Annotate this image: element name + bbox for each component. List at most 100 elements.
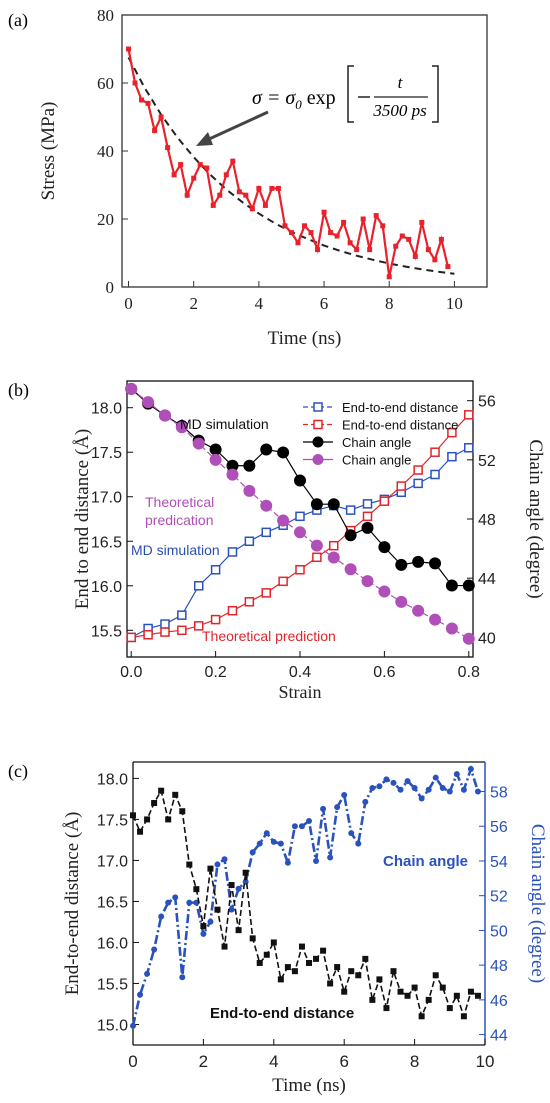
distance-point [186, 861, 193, 868]
stress-point [315, 247, 321, 253]
angle-md-series-point [395, 558, 408, 571]
angle-theory-series-point [260, 499, 273, 512]
distance-point [453, 992, 460, 999]
y-left-tick-label: 17.5 [91, 445, 122, 462]
x-tick-label: 0.2 [204, 664, 226, 681]
x-tick-label: 6 [339, 1052, 348, 1071]
angle-md-series-point [462, 579, 475, 592]
stress-point [236, 189, 242, 195]
y-right-tick-label: 50 [490, 923, 508, 940]
angle-md-series-point [294, 474, 306, 487]
legend-marker-2 [312, 436, 324, 448]
distance-point [327, 980, 334, 987]
angle-md-series-point [310, 498, 323, 511]
angle-md-series-point [327, 498, 340, 511]
stress-point [256, 185, 262, 191]
chain-angle-series-line [131, 764, 480, 1027]
angle-theory-series-point [327, 551, 340, 564]
stress-point [347, 240, 353, 246]
distance-point [320, 947, 327, 954]
distance-point [362, 955, 369, 962]
angle-theory-series-point [226, 468, 239, 481]
stress-point [425, 247, 431, 253]
chain-angle-point [439, 785, 446, 792]
chain-angle-point [130, 1022, 136, 1029]
x-tick-label: 2 [189, 294, 198, 313]
y-left-axis-title: End-to-end distance (Å) [62, 812, 83, 996]
distance-point [355, 972, 362, 979]
angle-theory-series-point [294, 526, 306, 539]
stress-point [334, 233, 340, 239]
distance-point [334, 964, 341, 971]
y-left-tick-label: 18.0 [91, 401, 122, 418]
chain-angle-point [172, 894, 179, 901]
distance-md-series-point [447, 451, 457, 462]
legend: End-to-end distance End-to-end distance Ch… [303, 400, 458, 468]
angle-theory-series-point [277, 514, 290, 527]
chain-angle-point [256, 840, 263, 847]
distance-theory-series-point [227, 605, 238, 616]
angle-theory-series-point [378, 585, 391, 598]
chain-angle-point [235, 885, 242, 892]
chain-angle-point [320, 805, 327, 812]
angle-md-series-point [445, 579, 458, 592]
distance-point [390, 968, 397, 975]
distance-point [418, 1013, 425, 1020]
stress-point [152, 128, 158, 134]
y-left-tick-label: 15.0 [97, 1017, 128, 1034]
distance-point [432, 972, 439, 979]
x-tick-label: 0.4 [289, 664, 311, 681]
y-left-tick-label: 18.0 [97, 771, 128, 788]
angle-theory-series-point [344, 563, 357, 576]
y-right-tick-label: 58 [490, 785, 508, 802]
distance-point [313, 955, 320, 962]
x-tick-label: 0.6 [373, 664, 395, 681]
distance-theory-series-point [379, 496, 390, 506]
distance-point [460, 1013, 467, 1020]
y-right-tick-label: 44 [490, 1028, 508, 1045]
angle-md-series-point [412, 555, 425, 568]
y-left-tick-label: 15.5 [97, 976, 128, 993]
distance-point [291, 968, 298, 975]
stress-point [178, 162, 184, 168]
chain-angle-point [313, 857, 320, 864]
angle-md-series-point [378, 541, 391, 554]
chain-angle-point [179, 974, 186, 981]
distance-point [137, 828, 144, 835]
stress-point [210, 202, 216, 208]
angle-theory-series-point [445, 622, 458, 635]
stress-point [328, 230, 334, 236]
distance-md-series-point [193, 581, 204, 591]
equation-numerator: t [398, 73, 404, 92]
distance-theory-series-point [244, 597, 255, 607]
distance-point [306, 959, 312, 966]
distance-theory-series-point [413, 465, 423, 475]
stress-point [126, 46, 132, 52]
distance-point [165, 816, 172, 823]
annotation-theoretical: Theoretical [145, 494, 214, 510]
y-right-tick-label: 46 [490, 993, 508, 1010]
panel-a: (a) 0 2 4 6 8 10 0 20 40 60 80 Time (ns) Stress (MPa… [8, 6, 488, 349]
distance-point [256, 959, 263, 966]
angle-md-series-point [429, 557, 442, 570]
distance-point [341, 988, 348, 995]
y-right-tick-label: 48 [490, 958, 508, 975]
stress-point [445, 264, 451, 270]
equation-left-bracket [347, 65, 354, 123]
chain-angle-point [214, 861, 221, 868]
chain-angle-point [453, 771, 460, 778]
stress-point [308, 230, 314, 236]
y-right-tick-label: 56 [478, 394, 496, 411]
angle-theory-series-point [412, 604, 425, 617]
chain-angle-point [467, 765, 474, 772]
stress-point [321, 209, 327, 215]
distance-series-line [132, 788, 479, 1019]
annotation-predication: predication [145, 512, 214, 528]
stress-point [367, 247, 373, 253]
x-tick-label: 8 [385, 294, 394, 313]
chain-angle-point [327, 854, 334, 861]
y-left-tick-label: 17.0 [91, 490, 122, 507]
distance-point [397, 988, 404, 995]
stress-point [373, 213, 379, 219]
distance-point [172, 791, 179, 798]
